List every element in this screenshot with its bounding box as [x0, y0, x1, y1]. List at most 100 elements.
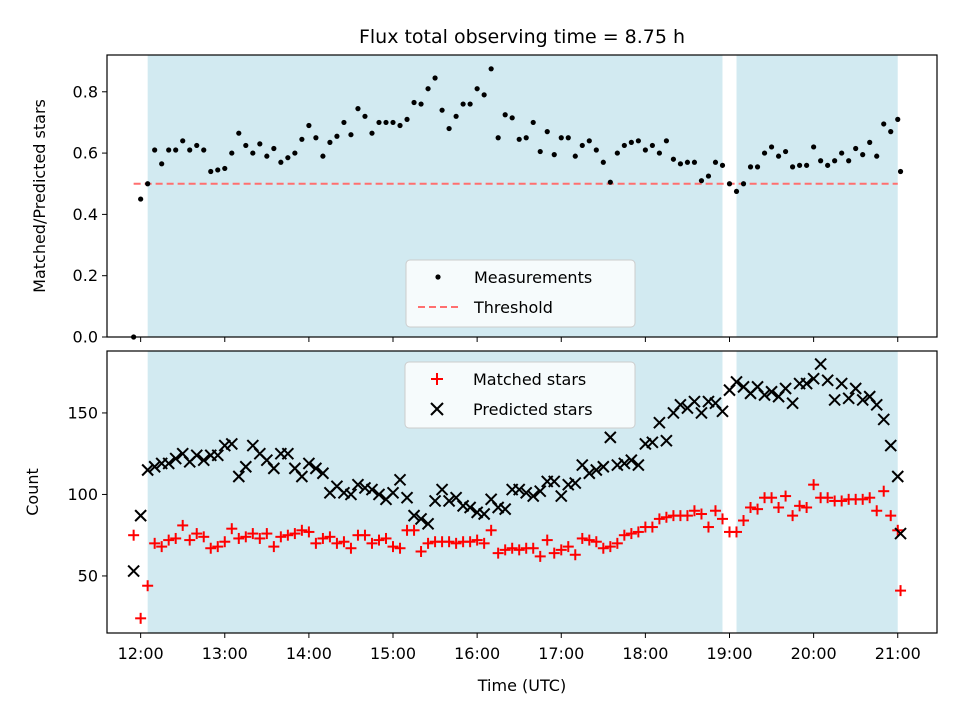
- y-tick-label: 0.6: [73, 144, 98, 163]
- matched-star-point: [240, 531, 252, 543]
- measurement-point: [243, 142, 249, 149]
- measurement-point: [453, 113, 459, 119]
- measurement-point: [418, 101, 424, 107]
- matched-star-point: [808, 479, 820, 491]
- predicted-star-point: [534, 484, 547, 498]
- measurement-point: [502, 112, 508, 118]
- measurement-point: [488, 66, 494, 72]
- measurement-point: [250, 150, 256, 156]
- matched-star-point: [604, 541, 616, 553]
- measurement-point: [607, 179, 613, 185]
- top-legend-box: [405, 259, 636, 328]
- measurement-point: [754, 164, 761, 170]
- predicted-star-point: [211, 449, 224, 462]
- measurement-point: [895, 116, 901, 122]
- x-tick-label: 21:00: [875, 644, 921, 663]
- matched-star-point: [198, 531, 210, 543]
- chart-title: Flux total observing time = 8.75 h: [359, 26, 685, 48]
- measurement-point: [579, 142, 585, 149]
- measurement-point: [222, 165, 228, 172]
- measurement-point: [355, 106, 361, 112]
- predicted-star-point: [414, 512, 428, 526]
- matched-star-point: [625, 528, 637, 540]
- measurement-point: [677, 161, 684, 167]
- matched-star-point: [752, 503, 764, 515]
- y-tick-label: 100: [67, 485, 98, 504]
- measurement-point: [530, 119, 536, 126]
- measurement-point: [867, 139, 873, 145]
- matched-star-point: [499, 544, 511, 556]
- measurement-point: [481, 92, 487, 98]
- matched-star-point: [738, 515, 750, 527]
- predicted-star-point: [498, 502, 512, 516]
- matched-star-point: [156, 541, 168, 553]
- measurement-point: [656, 150, 662, 156]
- predicted-star-point: [730, 375, 743, 389]
- measurement-point: [341, 119, 347, 126]
- measurement-point: [649, 142, 655, 149]
- legend-marker-matched: [431, 373, 443, 385]
- bottom-plot-frame: [106, 350, 938, 634]
- measurement-point: [614, 150, 620, 156]
- matched-star-point: [254, 532, 266, 544]
- measurement-point: [257, 141, 263, 147]
- predicted-star-point: [232, 470, 245, 483]
- matched-star-point: [443, 536, 455, 548]
- matched-star-point: [261, 528, 273, 540]
- measurement-point: [789, 164, 796, 170]
- matched-star-point: [716, 513, 728, 525]
- predicted-star-point: [695, 406, 708, 420]
- matched-star-point: [632, 526, 644, 538]
- matched-star-point: [681, 510, 693, 522]
- bottom-y-axis-title: Count: [23, 468, 42, 516]
- matched-star-point: [380, 532, 392, 544]
- matched-star-point: [247, 528, 259, 540]
- measurement-point: [180, 138, 186, 144]
- measurement-point: [846, 158, 852, 164]
- legend-label-threshold: Threshold: [473, 298, 553, 317]
- predicted-star-point: [632, 458, 645, 472]
- measurement-point: [551, 152, 557, 158]
- predicted-star-point: [569, 476, 582, 490]
- measurement-points: [131, 66, 904, 340]
- measurement-point: [874, 153, 880, 159]
- measurement-point: [390, 119, 396, 126]
- measurement-point: [432, 75, 438, 81]
- matched-star-point: [871, 505, 883, 517]
- predicted-star-point: [225, 437, 238, 451]
- predicted-star-point: [393, 473, 407, 486]
- matched-star-point: [541, 534, 553, 546]
- matched-star-point: [513, 544, 525, 556]
- bottom-legend-box: [404, 361, 636, 429]
- matched-star-point: [394, 542, 406, 554]
- x-tick-label: 15:00: [370, 644, 416, 663]
- predicted-star-point: [386, 486, 400, 500]
- matched-star-point: [836, 495, 848, 507]
- matched-star-point: [184, 534, 196, 546]
- x-tick-label: 19:00: [706, 644, 752, 663]
- matched-star-point: [506, 542, 518, 554]
- measurement-point: [208, 168, 214, 175]
- matched-star-point: [282, 529, 294, 541]
- measurement-point: [593, 147, 599, 153]
- matched-star-point: [548, 547, 560, 559]
- predicted-star-point: [583, 467, 596, 480]
- predicted-star-point: [442, 494, 456, 508]
- predicted-star-point: [814, 357, 827, 371]
- matched-star-point: [801, 501, 813, 513]
- matched-star-point: [562, 541, 574, 553]
- measurement-point: [565, 135, 571, 141]
- predicted-star-point: [365, 483, 379, 496]
- matched-star-point: [780, 490, 792, 502]
- matched-star-point: [590, 536, 602, 548]
- matched-star-point: [135, 612, 147, 624]
- matched-star-point: [660, 511, 672, 523]
- y-tick-label: 50: [78, 566, 98, 585]
- y-tick-label: 0.0: [73, 328, 98, 347]
- predicted-star-point: [302, 457, 316, 470]
- measurement-point: [705, 173, 712, 179]
- measurement-point: [897, 168, 904, 175]
- matched-star-point: [745, 501, 757, 513]
- matched-star-point: [226, 523, 238, 535]
